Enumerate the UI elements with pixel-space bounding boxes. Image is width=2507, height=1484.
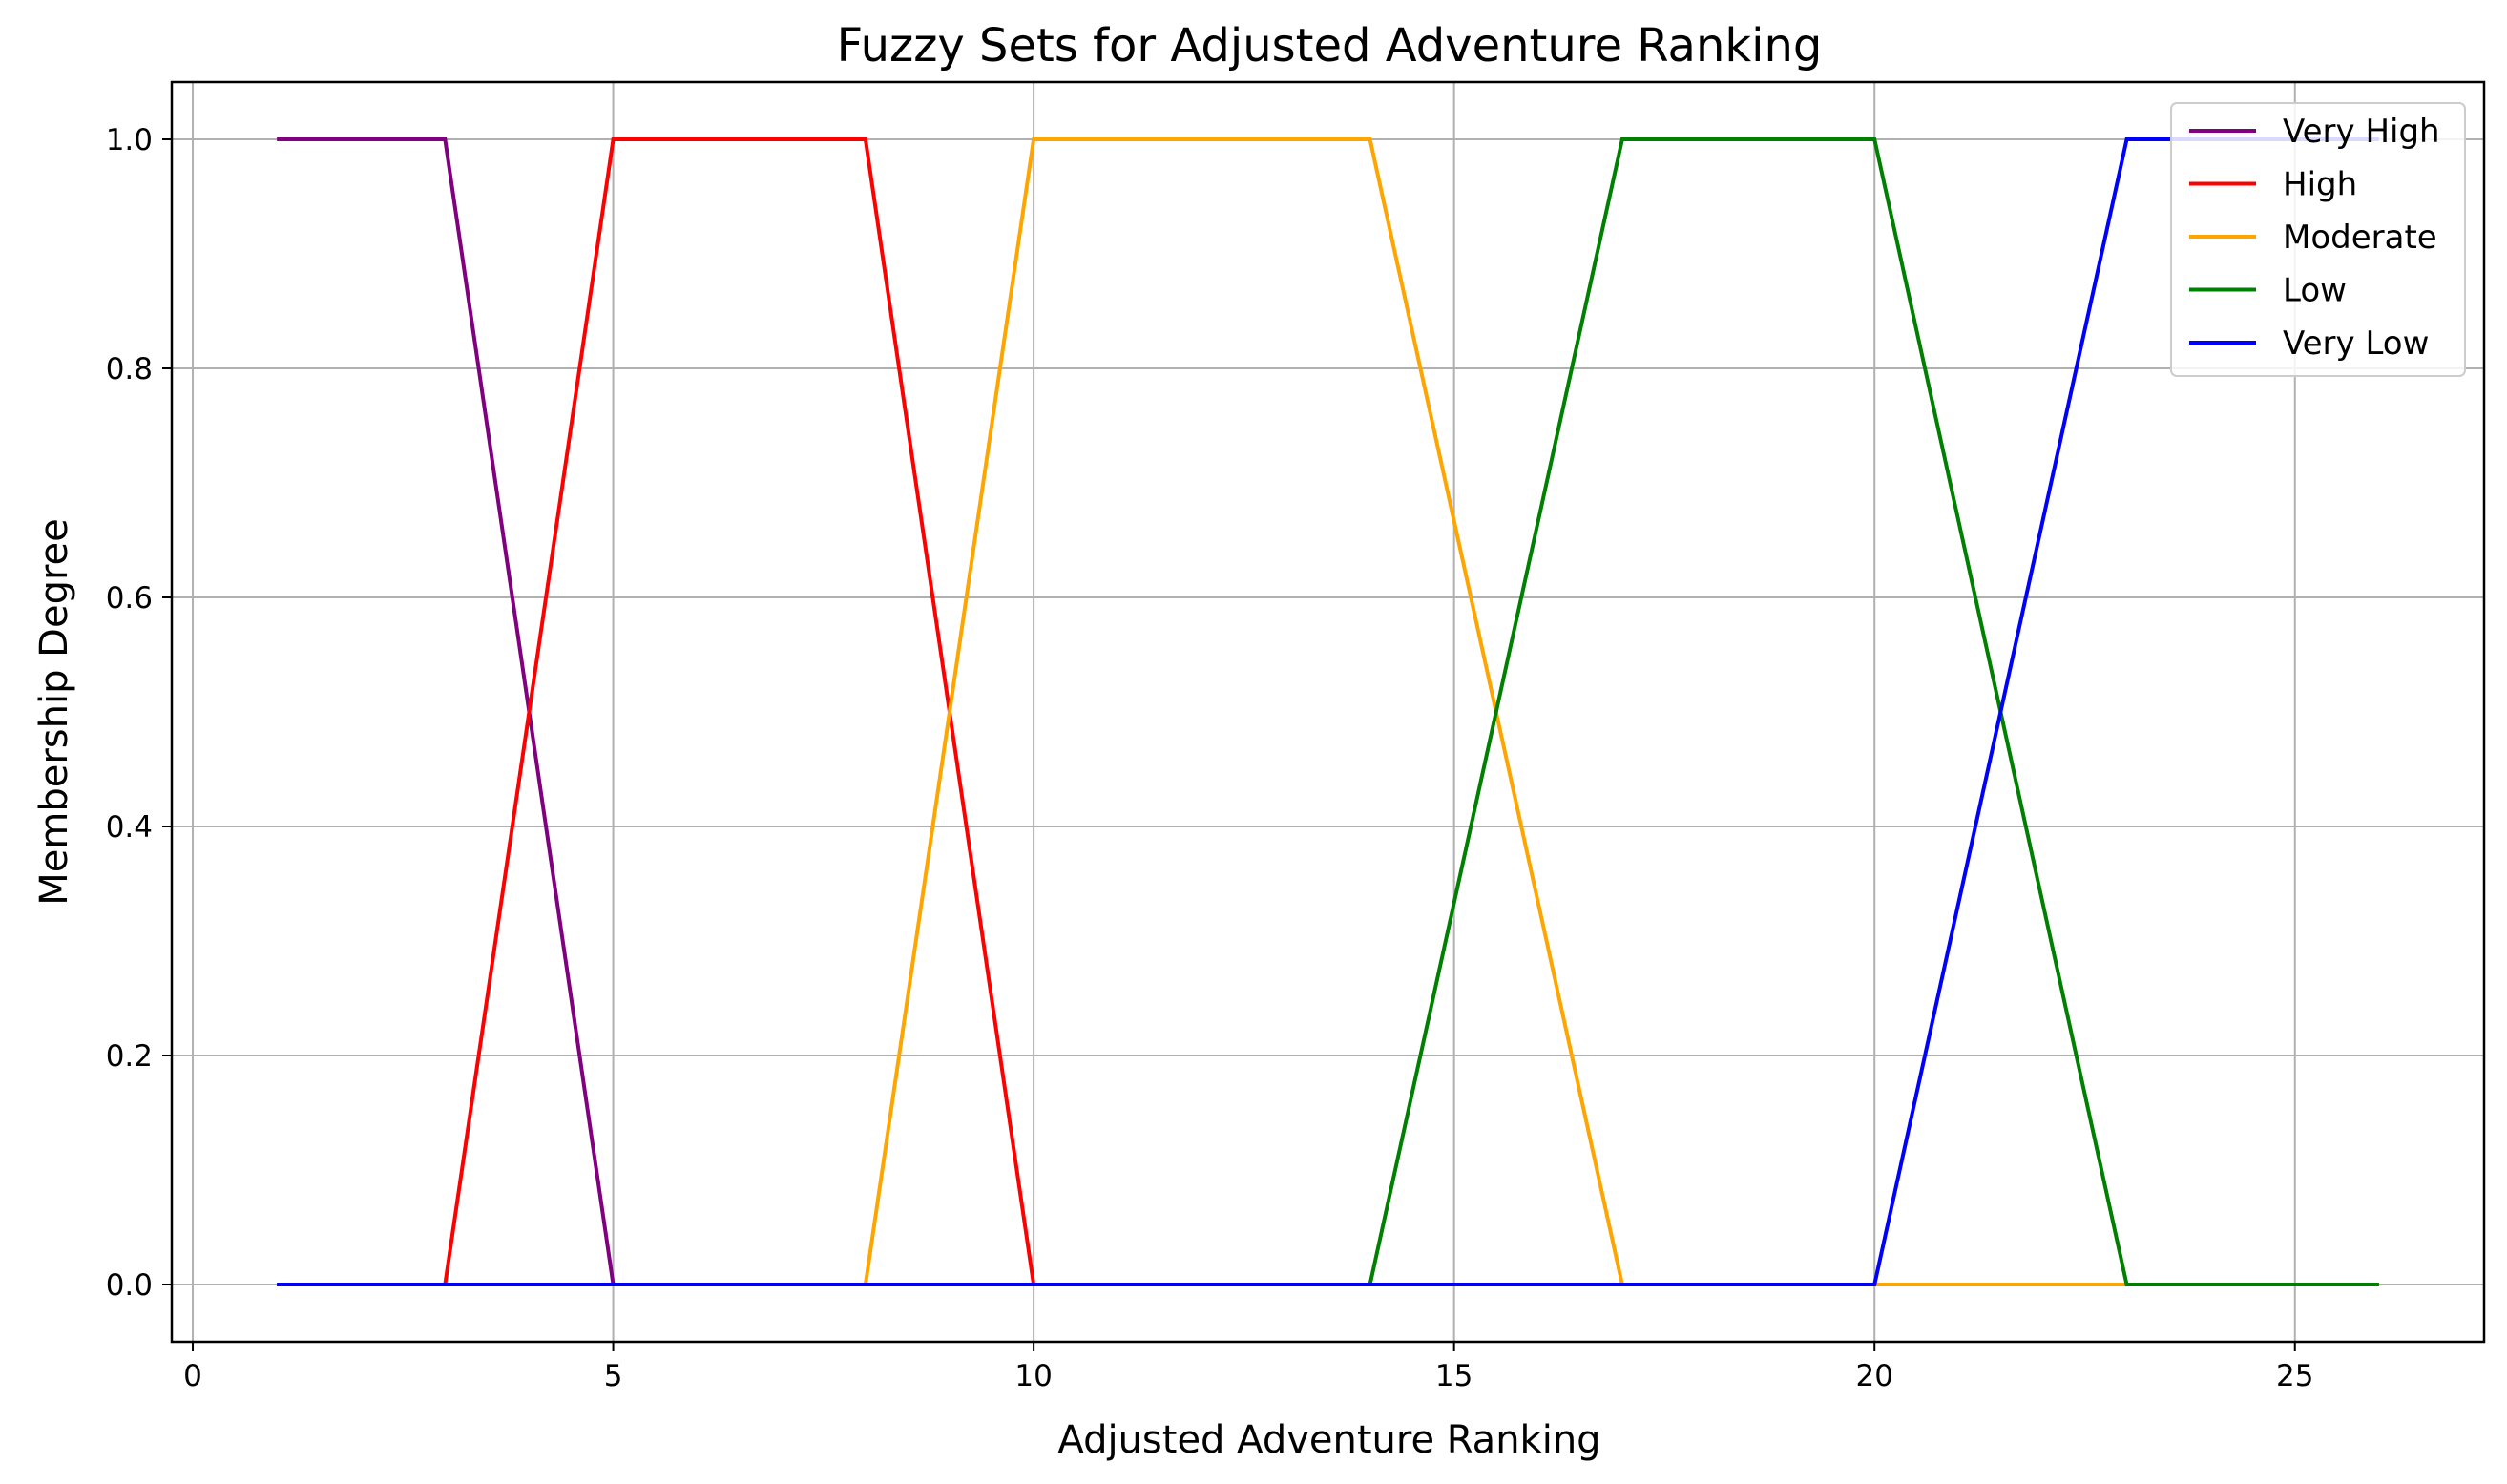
y-tick-label: 0.8 <box>106 352 153 387</box>
legend-label-low: Low <box>2283 272 2347 310</box>
legend-entries: Very High High Moderate Low Very Low <box>2189 113 2440 363</box>
y-tick-label: 1.0 <box>106 123 153 157</box>
y-tick-label: 0.6 <box>106 581 153 616</box>
plot-frame <box>170 80 2486 1344</box>
chart-legend: Very High High Moderate Low Very Low <box>2170 102 2466 377</box>
legend-box <box>2170 102 2466 377</box>
y-tick-label: 0.2 <box>106 1039 153 1074</box>
x-tick-label: 15 <box>1435 1359 1473 1393</box>
x-tick-label: 0 <box>183 1359 202 1393</box>
legend-label-very-low: Very Low <box>2283 324 2429 363</box>
tick-layer: 0 5 10 15 20 25 0.0 0.2 0.4 0.6 0.8 1.0 <box>106 123 2314 1393</box>
legend-label-very-high: Very High <box>2283 113 2440 151</box>
y-axis-label: Membership Degree <box>32 518 76 906</box>
y-tick-label: 0.4 <box>106 810 153 845</box>
x-axis-label: Adjusted Adventure Ranking <box>1057 1418 1600 1462</box>
legend-label-high: High <box>2283 166 2357 204</box>
x-tick-label: 10 <box>1014 1359 1052 1393</box>
y-tick-label: 0.0 <box>106 1268 153 1303</box>
chart-title: Fuzzy Sets for Adjusted Adventure Rankin… <box>837 19 1823 73</box>
x-tick-label: 20 <box>1855 1359 1892 1393</box>
x-tick-label: 5 <box>604 1359 623 1393</box>
legend-label-moderate: Moderate <box>2283 219 2437 257</box>
x-tick-label: 25 <box>2276 1359 2313 1393</box>
series-layer <box>277 137 2379 1286</box>
